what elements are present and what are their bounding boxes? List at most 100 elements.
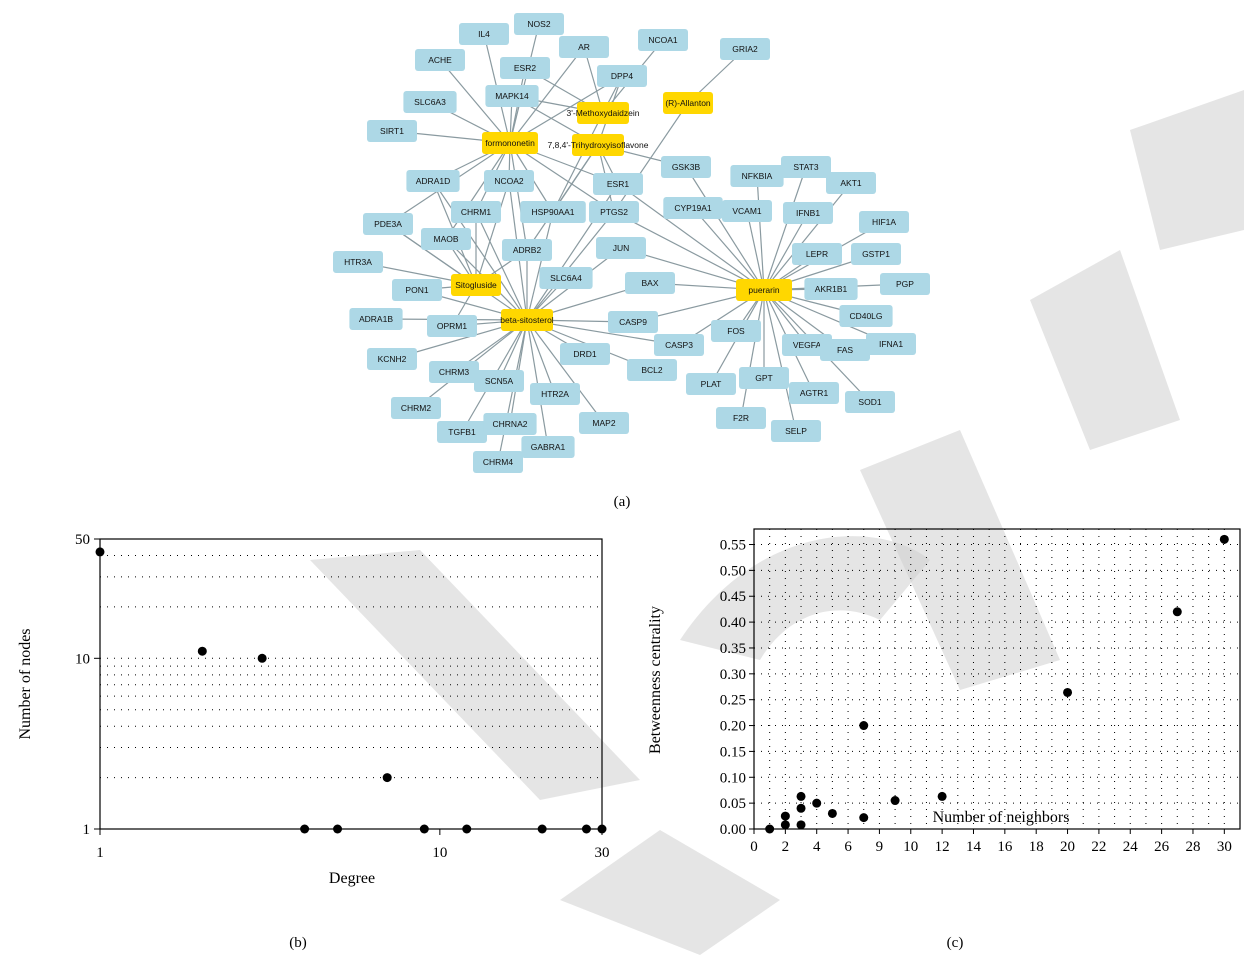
node-cd40lg: CD40LG — [839, 305, 893, 327]
node-label: F2R — [733, 413, 749, 423]
edge-formononetin-adrb2 — [509, 142, 528, 251]
herb-node-formononetin: formononetin — [482, 132, 538, 154]
node-oprm1: OPRM1 — [427, 315, 477, 337]
node-label: ADRB2 — [513, 245, 542, 255]
chart-c-point — [1172, 607, 1182, 617]
herb-label: formononetin — [485, 138, 535, 148]
node-tgfb1: TGFB1 — [437, 421, 487, 443]
caption-a: (a) — [614, 494, 631, 510]
caption-c: (c) — [947, 935, 964, 951]
edge-puerarin-gsk3b — [685, 166, 765, 291]
node-pon1: PON1 — [392, 279, 442, 301]
chart-b-ytick-label: 50 — [75, 532, 90, 548]
node-bax: BAX — [625, 272, 675, 294]
chart-b-points — [95, 547, 607, 834]
node-label: VEGFA — [793, 340, 822, 350]
chart-c-xtick-label: 24 — [1123, 839, 1139, 855]
node-label: IFNB1 — [796, 208, 820, 218]
chart-c-point — [765, 824, 775, 834]
node-label: HTR2A — [541, 389, 569, 399]
node-label: SLC6A3 — [414, 97, 446, 107]
chart-b-xtick-label: 1 — [96, 845, 104, 861]
node-label: HTR3A — [344, 257, 372, 267]
node-label: ESR1 — [607, 179, 629, 189]
edge-puerarin-vcam1 — [746, 210, 765, 291]
node-vcam1: VCAM1 — [722, 200, 772, 222]
node-label: TGFB1 — [448, 427, 476, 437]
chart-b-point — [419, 824, 429, 834]
chart-b-point — [462, 824, 472, 834]
chart-c-ytick-label: 0.30 — [720, 667, 746, 683]
chart-c-ytick-label: 0.50 — [720, 563, 746, 579]
chart-c-xtick-label: 20 — [1060, 839, 1075, 855]
node-map2: MAP2 — [579, 412, 629, 434]
node-agtr1: AGTR1 — [789, 382, 839, 404]
node-label: PON1 — [405, 285, 428, 295]
node-label: BAX — [641, 278, 658, 288]
chart-c-point — [827, 808, 837, 818]
node-label: VCAM1 — [732, 206, 762, 216]
node-nfkbia: NFKBIA — [730, 165, 784, 187]
edge-puerarin-akt1 — [763, 182, 852, 291]
node-ar: AR — [559, 36, 609, 58]
node-label: FOS — [727, 326, 745, 336]
node-label: PTGS2 — [600, 207, 628, 217]
node-label: GRIA2 — [732, 44, 758, 54]
node-label: IL4 — [478, 29, 490, 39]
edge-sitogluside-ncoa2 — [475, 180, 510, 286]
chart-b-ticks: 1 10 30 1 10 50 — [75, 532, 610, 861]
chart-c-ytick-label: 0.35 — [720, 641, 746, 657]
node-chrm3: CHRM3 — [429, 361, 479, 383]
node-label: HIF1A — [872, 217, 896, 227]
node-label: JUN — [613, 243, 630, 253]
node-label: IFNA1 — [879, 339, 903, 349]
edge-sitosterol-ptgs2 — [526, 211, 615, 321]
chart-c-xtick-label: 10 — [903, 839, 918, 855]
chart-b-point — [95, 547, 105, 557]
node-label: CHRM4 — [483, 457, 513, 467]
node-chrm4: CHRM4 — [473, 451, 523, 473]
node-label: FAS — [837, 345, 853, 355]
node-gabra1: GABRA1 — [521, 436, 575, 458]
herb-label: puerarin — [748, 285, 779, 295]
chart-c-point — [780, 811, 790, 821]
node-label: SIRT1 — [380, 126, 404, 136]
node-label: GSK3B — [672, 162, 701, 172]
node-f2r: F2R — [716, 407, 766, 429]
herb-node-allanton: (R)-Allanton — [663, 92, 713, 114]
node-il4: IL4 — [459, 23, 509, 45]
herb-node-sitosterol: beta-sitosterol — [500, 309, 554, 331]
node-gsk3b: GSK3B — [661, 156, 711, 178]
edge-sitosterol-chrm1 — [475, 211, 528, 321]
node-label: CHRM1 — [461, 207, 491, 217]
chart-c-point — [1219, 534, 1229, 544]
retracted-watermark — [310, 90, 1244, 955]
node-pgp: PGP — [880, 273, 930, 295]
chart-b-point — [537, 824, 547, 834]
edge-puerarin-esr1 — [617, 183, 765, 291]
edge-puerarin-ifnb1 — [763, 212, 809, 291]
edge-trihydroxy-adrb2 — [526, 144, 599, 251]
node-casp3: CASP3 — [654, 334, 704, 356]
node-ncoa2: NCOA2 — [484, 170, 534, 192]
node-htr2a: HTR2A — [530, 383, 580, 405]
chart-c-point — [937, 791, 947, 801]
node-jun: JUN — [596, 237, 646, 259]
chart-c-xtick-label: 22 — [1091, 839, 1106, 855]
chart-c-point — [796, 791, 806, 801]
node-label: CD40LG — [849, 311, 882, 321]
chart-c-point — [859, 813, 869, 823]
chart-b-point — [257, 653, 267, 663]
chart-c-point — [796, 820, 806, 830]
node-label: PDE3A — [374, 219, 402, 229]
node-label: GPT — [755, 373, 772, 383]
edge-sitosterol-map2 — [526, 319, 605, 424]
node-label: LEPR — [806, 249, 828, 259]
node-ache: ACHE — [415, 49, 465, 71]
node-maob: MAOB — [421, 228, 471, 250]
node-label: SLC6A4 — [550, 273, 582, 283]
node-label: MAP2 — [592, 418, 615, 428]
node-label: MAOB — [433, 234, 458, 244]
chart-c-ticks: 0 2 4 6 9 10 12 14 16 18 20 22 24 26 28 300.000.050.100… — [720, 538, 1232, 855]
